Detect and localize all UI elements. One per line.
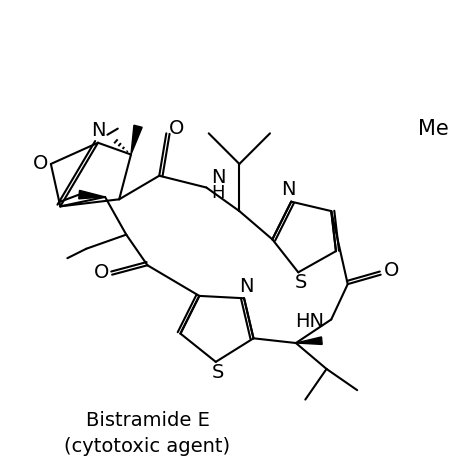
Text: N: N [91, 121, 105, 140]
Text: Bistramide E: Bistramide E [85, 411, 210, 430]
Polygon shape [131, 125, 142, 155]
Text: N: N [282, 181, 296, 200]
Text: N: N [211, 168, 226, 187]
Text: S: S [212, 363, 224, 382]
Text: O: O [33, 155, 48, 173]
Text: (cytotoxic agent): (cytotoxic agent) [64, 437, 230, 456]
Text: Me: Me [419, 118, 449, 138]
Text: N: N [239, 277, 254, 296]
Text: O: O [169, 119, 184, 138]
Text: HN: HN [295, 312, 324, 331]
Polygon shape [296, 337, 322, 345]
Polygon shape [79, 191, 105, 199]
Text: O: O [94, 263, 109, 282]
Text: S: S [294, 273, 307, 292]
Text: O: O [383, 262, 399, 281]
Text: H: H [211, 184, 225, 202]
